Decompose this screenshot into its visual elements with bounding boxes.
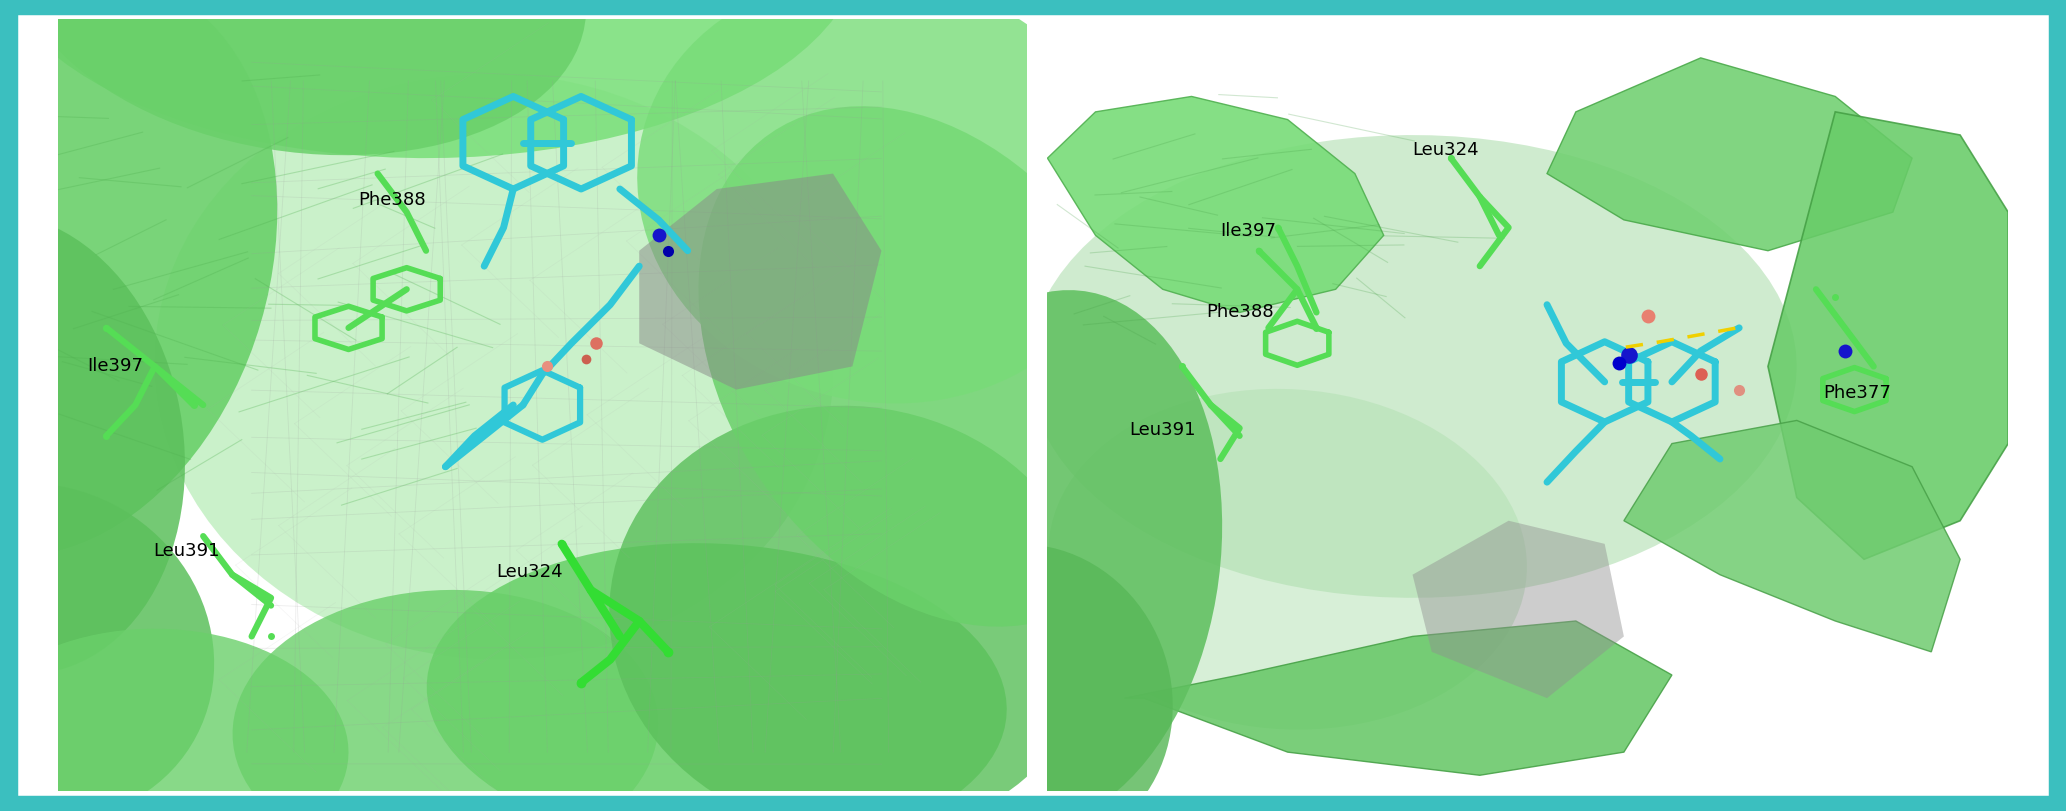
Text: Leu324: Leu324 [1413, 140, 1479, 158]
Text: Phe388: Phe388 [357, 191, 426, 209]
Polygon shape [14, 0, 587, 156]
Polygon shape [1124, 621, 1671, 775]
Polygon shape [428, 543, 1006, 811]
Polygon shape [872, 291, 1223, 811]
Polygon shape [1047, 97, 1384, 313]
Polygon shape [1768, 113, 2008, 560]
Text: Phe377: Phe377 [1824, 384, 1892, 401]
Polygon shape [1413, 521, 1624, 698]
Text: Leu391: Leu391 [153, 542, 219, 560]
Text: Leu324: Leu324 [496, 563, 562, 581]
Polygon shape [698, 107, 1161, 627]
Polygon shape [0, 0, 862, 159]
Polygon shape [1547, 59, 1913, 251]
Polygon shape [1624, 421, 1961, 652]
Polygon shape [638, 174, 882, 390]
Polygon shape [884, 544, 1173, 811]
Polygon shape [0, 483, 215, 811]
Polygon shape [636, 0, 1126, 404]
Text: Ile397: Ile397 [1221, 222, 1277, 240]
Polygon shape [0, 629, 349, 811]
Text: Ile397: Ile397 [87, 357, 143, 375]
Polygon shape [1047, 389, 1527, 730]
Text: Leu391: Leu391 [1130, 421, 1196, 439]
Polygon shape [609, 406, 1095, 811]
Polygon shape [233, 590, 659, 811]
Polygon shape [0, 0, 277, 556]
Text: Phe388: Phe388 [1207, 303, 1273, 321]
Polygon shape [0, 213, 186, 675]
Polygon shape [155, 75, 833, 659]
Polygon shape [1029, 136, 1797, 598]
